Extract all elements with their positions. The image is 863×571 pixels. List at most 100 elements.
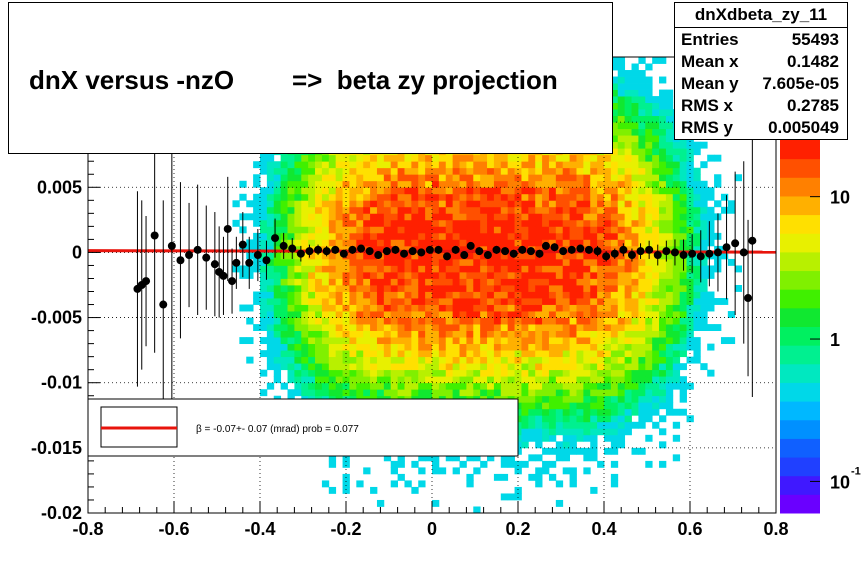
- heatmap-cell: [473, 258, 481, 266]
- heatmap-cell: [535, 311, 543, 318]
- heatmap-cell: [432, 369, 440, 377]
- heatmap-cell: [370, 324, 378, 331]
- heatmap-cell: [280, 311, 288, 318]
- heatmap-cell: [679, 174, 687, 182]
- heatmap-cell: [328, 187, 337, 195]
- heatmap-cell: [645, 271, 653, 279]
- heatmap-cell: [542, 161, 550, 169]
- heatmap-cell: [590, 343, 598, 351]
- heatmap-cell: [411, 369, 419, 377]
- heatmap-cell: [672, 369, 681, 377]
- heatmap-cell: [308, 278, 316, 286]
- heatmap-cell: [411, 285, 419, 292]
- heatmap-cell: [466, 278, 474, 286]
- heatmap-cell: [562, 350, 570, 358]
- profile-point: [400, 249, 409, 258]
- heatmap-cell: [328, 167, 337, 175]
- heatmap-cell: [617, 395, 626, 403]
- heatmap-cell: [266, 317, 275, 325]
- heatmap-cell: [604, 200, 612, 208]
- heatmap-cell: [500, 161, 509, 169]
- heatmap-cell: [411, 258, 419, 266]
- heatmap-cell: [672, 434, 681, 442]
- heatmap-cell: [335, 278, 343, 286]
- heatmap-cell: [500, 311, 509, 318]
- heatmap-cell: [590, 369, 598, 377]
- y-tick-label: -0.005: [31, 308, 82, 328]
- heatmap-cell: [294, 343, 302, 351]
- heatmap-cell: [590, 232, 598, 240]
- heatmap-cell: [542, 408, 550, 416]
- heatmap-cell: [328, 350, 337, 358]
- heatmap-cell: [432, 499, 440, 507]
- heatmap-cell: [493, 317, 502, 325]
- heatmap-cell: [514, 356, 522, 364]
- heatmap-cell: [535, 206, 543, 214]
- heatmap-cell: [528, 193, 536, 201]
- heatmap-cell: [294, 232, 302, 240]
- heatmap-cell: [569, 389, 577, 397]
- heatmap-cell: [542, 467, 550, 475]
- heatmap-cell: [659, 258, 667, 266]
- heatmap-cell: [390, 226, 398, 234]
- heatmap-cell: [714, 154, 722, 162]
- heatmap-cell: [480, 213, 488, 221]
- heatmap-cell: [480, 167, 488, 175]
- heatmap-cell: [528, 350, 536, 358]
- heatmap-cell: [597, 206, 605, 214]
- heatmap-cell: [652, 376, 660, 384]
- heatmap-cell: [597, 389, 605, 397]
- heatmap-cell: [445, 161, 454, 169]
- heatmap-cell: [397, 213, 405, 221]
- heatmap-cell: [452, 356, 460, 364]
- heatmap-cell: [583, 454, 591, 462]
- heatmap-cell: [562, 154, 570, 162]
- heatmap-cell: [700, 193, 708, 201]
- profile-point: [348, 245, 357, 254]
- heatmap-cell: [266, 213, 275, 221]
- heatmap-cell: [535, 317, 543, 325]
- heatmap-cell: [700, 226, 708, 234]
- heatmap-cell: [555, 317, 564, 325]
- heatmap-cell: [700, 304, 708, 312]
- heatmap-cell: [445, 350, 454, 358]
- heatmap-cell: [459, 304, 467, 312]
- heatmap-cell: [597, 382, 605, 390]
- stats-row-entries: Entries 55493: [681, 29, 839, 51]
- heatmap-cell: [342, 304, 350, 312]
- heatmap-cell: [652, 298, 660, 305]
- heatmap-cell: [700, 258, 708, 266]
- heatmap-cell: [617, 226, 626, 234]
- heatmap-cell: [624, 193, 632, 201]
- heatmap-cell: [672, 265, 681, 273]
- heatmap-cell: [363, 467, 371, 475]
- stats-row-mean-x: Mean x 0.1482: [681, 51, 839, 73]
- heatmap-cell: [610, 402, 619, 410]
- heatmap-cell: [610, 226, 619, 234]
- heatmap-cell: [321, 154, 330, 162]
- heatmap-cell: [686, 206, 694, 214]
- heatmap-cell: [363, 291, 371, 299]
- heatmap-cell: [631, 200, 639, 208]
- heatmap-cell: [562, 271, 570, 279]
- heatmap-cell: [645, 258, 653, 266]
- heatmap-cell: [583, 252, 591, 260]
- heatmap-cell: [287, 317, 295, 325]
- heatmap-cell: [411, 187, 419, 195]
- heatmap-cell: [686, 200, 694, 208]
- heatmap-cell: [363, 285, 371, 292]
- heatmap-cell: [390, 219, 398, 227]
- heatmap-cell: [287, 337, 295, 345]
- heatmap-cell: [335, 350, 343, 358]
- heatmap-cell: [583, 467, 591, 475]
- heatmap-cell: [321, 363, 330, 371]
- heatmap-cell: [452, 376, 460, 384]
- heatmap-cell: [301, 265, 309, 273]
- heatmap-cell: [562, 324, 570, 331]
- heatmap-cell: [493, 187, 502, 195]
- heatmap-cell: [610, 480, 619, 488]
- heatmap-cell: [266, 291, 275, 299]
- heatmap-cell: [693, 265, 701, 273]
- heatmap-cell: [390, 187, 398, 195]
- heatmap-cell: [383, 337, 392, 345]
